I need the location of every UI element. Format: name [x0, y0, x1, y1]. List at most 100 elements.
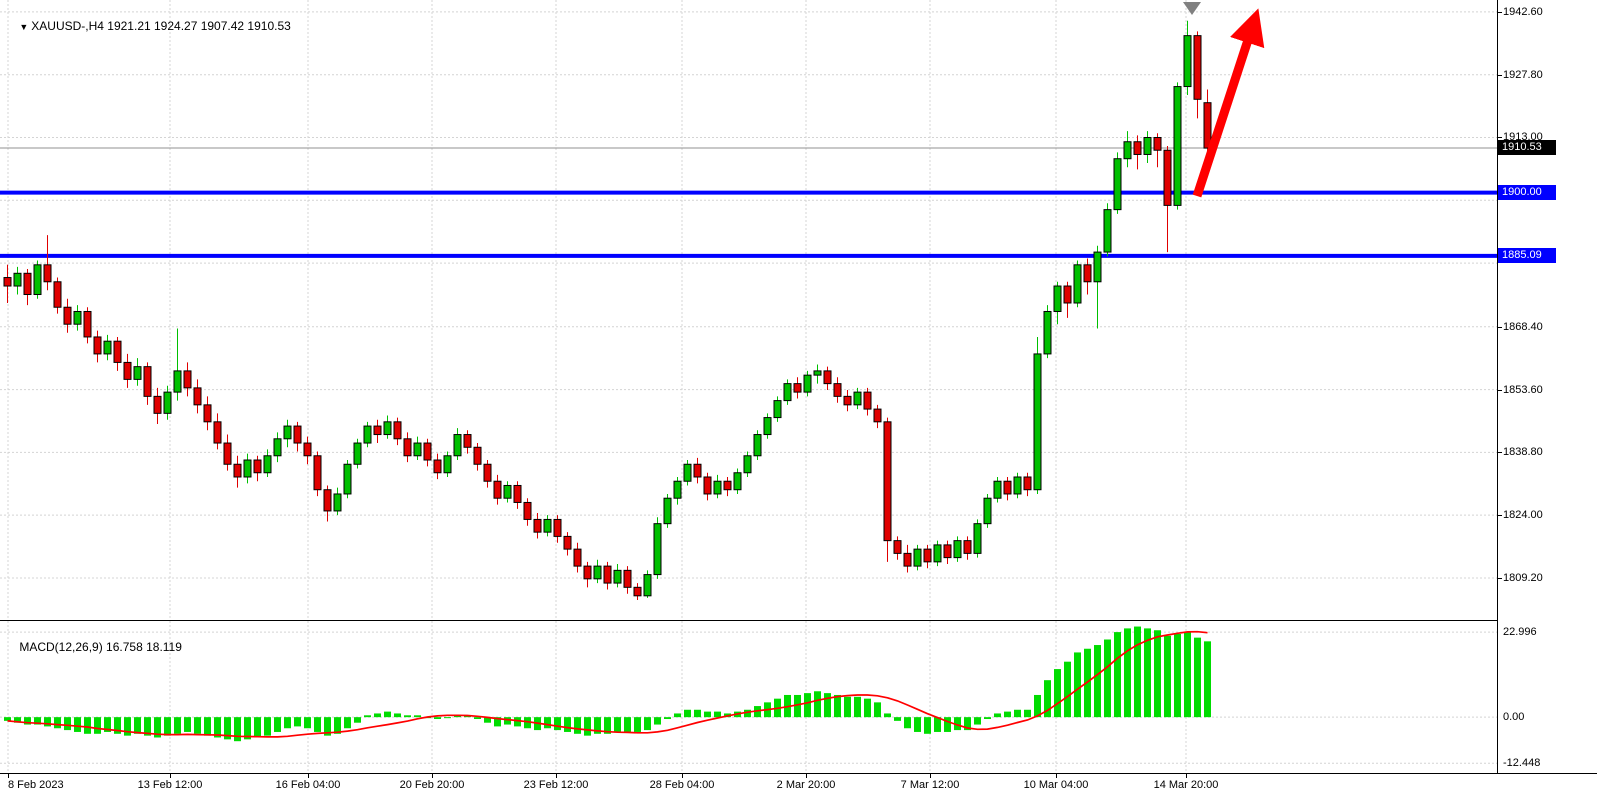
macd-histogram-bar — [494, 717, 501, 727]
bear-candle — [873, 408, 882, 423]
bull-candle — [683, 463, 692, 482]
bear-candle — [943, 544, 952, 559]
macd-histogram-bar — [34, 717, 41, 725]
bull-candle — [713, 480, 722, 495]
macd-histogram-bar — [524, 717, 531, 729]
bear-candle — [563, 535, 572, 550]
pane-separator[interactable] — [0, 620, 1597, 621]
gray-marker-icon — [1183, 2, 1201, 15]
macd-histogram-bar — [564, 717, 571, 732]
time-tick-mark — [556, 774, 557, 778]
bull-candle — [263, 455, 272, 474]
time-tick-mark — [1056, 774, 1057, 778]
bull-candle — [803, 374, 812, 393]
macd-pane-svg[interactable] — [0, 621, 1497, 773]
time-axis-label: 16 Feb 04:00 — [275, 779, 341, 791]
macd-histogram-bar — [1104, 639, 1111, 718]
bull-candle — [443, 455, 452, 474]
macd-histogram-bar — [94, 717, 101, 734]
macd-histogram-bar — [454, 715, 461, 718]
bear-candle — [1193, 35, 1202, 100]
macd-histogram-bar — [204, 717, 211, 736]
macd-histogram-bar — [884, 713, 891, 718]
macd-histogram-bar — [254, 717, 261, 738]
bear-candle — [1133, 141, 1142, 155]
macd-histogram-bar — [634, 717, 641, 732]
macd-histogram-bar — [614, 717, 621, 732]
macd-histogram-bar — [384, 711, 391, 718]
bull-candle — [753, 434, 762, 457]
time-axis-label: 13 Feb 12:00 — [137, 779, 203, 791]
bear-candle — [1083, 264, 1092, 283]
macd-histogram-bar — [664, 717, 671, 720]
time-tick-mark — [308, 774, 309, 778]
macd-histogram-bar — [84, 717, 91, 734]
bull-candle — [243, 459, 252, 478]
macd-histogram-bar — [1074, 652, 1081, 718]
price-tick-label: 1927.80 — [1503, 68, 1543, 81]
time-axis-label: 7 Mar 12:00 — [900, 779, 960, 791]
bull-candle — [273, 438, 282, 457]
macd-histogram-bar — [794, 694, 801, 718]
macd-values: 16.758 18.119 — [102, 640, 182, 654]
bull-candle — [173, 370, 182, 393]
symbol-title: XAUUSD-,H4 — [31, 19, 104, 33]
bull-candle — [453, 434, 462, 457]
bear-candle — [143, 366, 152, 397]
bull-candle — [813, 370, 822, 376]
macd-histogram-bar — [404, 715, 411, 718]
macd-histogram-bar — [1184, 632, 1191, 718]
macd-histogram-bar — [414, 715, 421, 718]
time-tick-mark — [806, 774, 807, 778]
bull-candle — [1033, 353, 1042, 491]
trend-arrow[interactable] — [1192, 8, 1265, 198]
price-tick-mark — [1498, 452, 1502, 454]
bear-candle — [693, 463, 702, 478]
price-tick-mark — [1498, 326, 1502, 328]
macd-histogram-bar — [704, 711, 711, 718]
macd-histogram-bar — [934, 717, 941, 732]
macd-histogram-bar — [234, 717, 241, 742]
bull-candle — [133, 366, 142, 380]
bull-candle — [1173, 86, 1182, 206]
bear-candle — [793, 383, 802, 393]
macd-histogram-bar — [54, 717, 61, 729]
bear-candle — [483, 463, 492, 482]
bear-candle — [573, 548, 582, 567]
macd-histogram-bar — [624, 717, 631, 732]
price-badge: 1885.09 — [1498, 247, 1556, 263]
macd-histogram-bar — [514, 717, 521, 727]
bear-candle — [53, 281, 62, 308]
bull-candle — [773, 400, 782, 419]
macd-histogram-bar — [864, 698, 871, 718]
bull-candle — [993, 480, 1002, 499]
macd-histogram-bar — [1134, 626, 1141, 718]
price-tick-mark — [1498, 389, 1502, 391]
macd-histogram-bar — [174, 717, 181, 734]
bear-candle — [153, 395, 162, 414]
macd-histogram-bar — [924, 717, 931, 734]
macd-histogram-bar — [1124, 628, 1131, 718]
time-axis-label: 2 Mar 20:00 — [776, 779, 836, 791]
macd-histogram-bar — [1014, 709, 1021, 718]
main-chart-svg[interactable] — [0, 0, 1497, 620]
macd-histogram-bar — [554, 717, 561, 731]
bear-candle — [603, 565, 612, 584]
macd-histogram-bar — [124, 717, 131, 736]
macd-histogram-bar — [1094, 645, 1101, 718]
time-axis[interactable]: 8 Feb 2023 13 Feb 12:00 16 Feb 04:00 20 Feb… — [0, 773, 1597, 811]
bear-candle — [123, 361, 132, 380]
macd-histogram-bar — [474, 717, 481, 720]
bear-candle — [923, 548, 932, 563]
macd-histogram-bar — [984, 717, 991, 720]
bull-candle — [283, 425, 292, 440]
macd-histogram-bar — [484, 717, 491, 723]
bull-candle — [973, 523, 982, 554]
time-tick-mark — [170, 774, 171, 778]
price-axis[interactable]: 1942.60 1927.80 1913.00 1868.40 1853.60 1838.… — [1497, 0, 1597, 811]
bull-candle — [673, 480, 682, 499]
macd-signal-line — [7, 630, 1208, 738]
time-axis-label: 14 Mar 20:00 — [1153, 779, 1219, 791]
bull-candle — [1093, 251, 1102, 283]
